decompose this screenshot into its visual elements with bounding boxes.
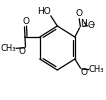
Text: −: −: [90, 22, 95, 27]
Text: O: O: [81, 68, 88, 77]
Text: CH₃: CH₃: [1, 44, 16, 53]
Text: O: O: [22, 17, 29, 26]
Text: O: O: [18, 48, 25, 56]
Text: +: +: [82, 21, 87, 26]
Text: N: N: [80, 19, 87, 28]
Text: CH₃: CH₃: [89, 65, 104, 74]
Text: O: O: [76, 10, 83, 18]
Text: HO: HO: [37, 7, 51, 16]
Text: O: O: [88, 21, 95, 30]
